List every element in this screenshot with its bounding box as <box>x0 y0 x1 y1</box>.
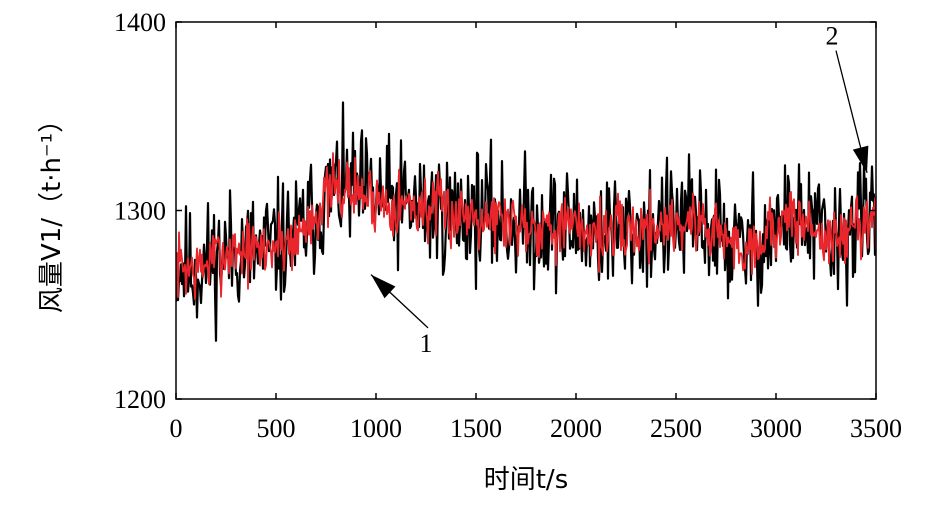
x-tick-label: 1500 <box>450 414 502 443</box>
y-tick-label: 1300 <box>114 197 166 226</box>
x-tick-label: 2000 <box>550 414 602 443</box>
x-tick-label: 3000 <box>750 414 802 443</box>
x-tick-label: 0 <box>170 414 183 443</box>
ticks-layer: 0 500 1000 1500 2000 2500 3000 3500 1200 1300 1400 <box>114 8 902 443</box>
y-axis-label: 风量V1/（t·h⁻¹） <box>37 107 67 313</box>
y-tick-label: 1400 <box>114 8 166 37</box>
annotations-layer: 12 <box>370 22 869 358</box>
y-tick-label: 1200 <box>114 385 166 414</box>
annotation-arrowhead-2 <box>852 145 869 173</box>
x-tick-label: 1000 <box>350 414 402 443</box>
series-line-2 <box>176 152 876 301</box>
x-tick-label: 3500 <box>850 414 902 443</box>
annotation-label-1: 1 <box>420 329 433 358</box>
annotation-label-2: 2 <box>826 22 839 51</box>
x-tick-label: 500 <box>257 414 296 443</box>
annotation-arrowhead-1 <box>371 274 396 299</box>
series-layer <box>176 101 876 342</box>
x-tick-label: 2500 <box>650 414 702 443</box>
x-axis-label: 时间t/s <box>484 465 569 495</box>
